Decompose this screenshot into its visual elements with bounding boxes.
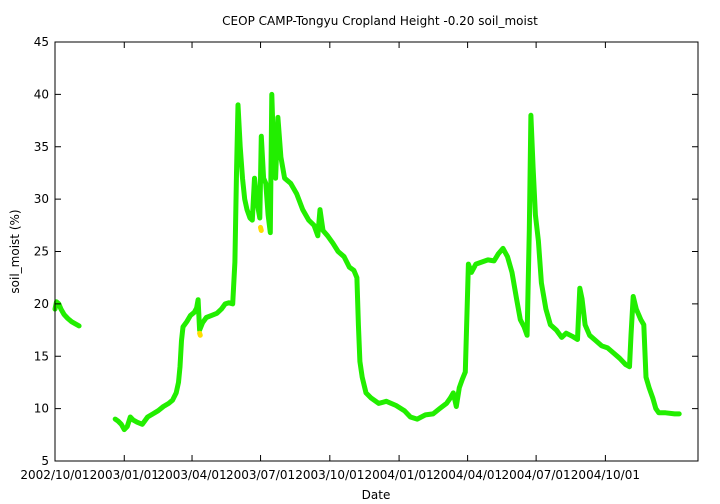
series-trace: [112, 91, 682, 433]
y-tick-label: 35: [34, 140, 49, 154]
y-axis-title: soil_moist (%): [8, 209, 22, 293]
y-tick-label: 25: [34, 245, 49, 259]
y-tick-label: 5: [41, 454, 49, 468]
y-tick-label: 20: [34, 297, 49, 311]
x-tick-label: 2004/10/01: [571, 468, 640, 482]
series-2: [197, 224, 264, 338]
y-tick-label: 10: [34, 402, 49, 416]
series-trace: [258, 224, 264, 233]
y-tick-label: 45: [34, 35, 49, 49]
x-tick-label: 2003/10/01: [295, 468, 364, 482]
y-tick-label: 15: [34, 349, 49, 363]
x-tick-label: 2004/04/01: [433, 468, 502, 482]
series-trace: [197, 330, 203, 338]
x-tick-label: 2003/01/01: [90, 468, 159, 482]
series-trace: [52, 299, 82, 329]
series-layer: [52, 91, 682, 433]
x-tick-label: 2003/07/01: [226, 468, 295, 482]
chart-title: CEOP CAMP-Tongyu Cropland Height -0.20 s…: [222, 14, 538, 28]
y-tick-label: 40: [34, 87, 49, 101]
x-axis-title: Date: [362, 488, 391, 502]
x-tick-label: 2002/10/01: [20, 468, 89, 482]
x-tick-label: 2004/01/01: [365, 468, 434, 482]
series-1: [52, 91, 682, 433]
plot-frame: [54, 41, 699, 462]
x-tick-label: 2003/04/01: [157, 468, 226, 482]
y-tick-label: 30: [34, 192, 49, 206]
x-tick-label: 2004/07/01: [502, 468, 571, 482]
